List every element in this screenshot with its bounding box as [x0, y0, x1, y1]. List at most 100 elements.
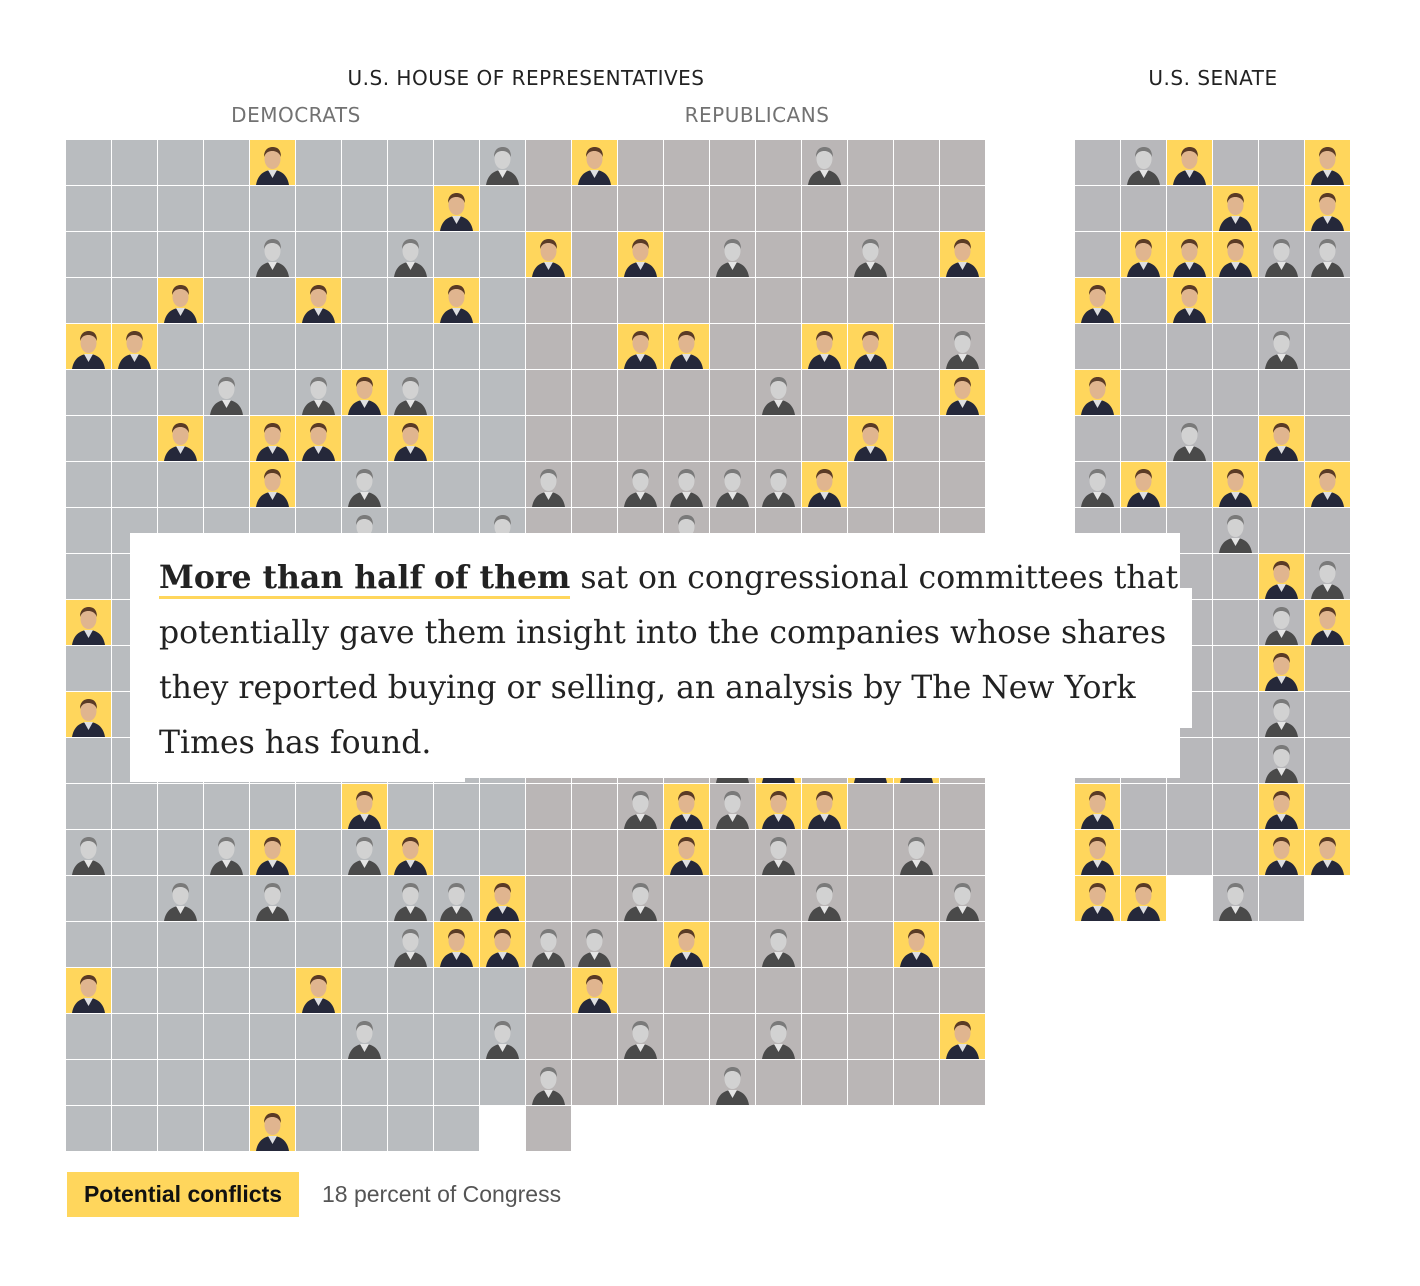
member-cell-conflict — [940, 1014, 985, 1059]
member-cell — [296, 140, 341, 185]
member-cell — [848, 1060, 893, 1105]
member-cell — [342, 232, 387, 277]
member-cell — [66, 1014, 111, 1059]
member-cell — [894, 968, 939, 1013]
member-cell — [342, 278, 387, 323]
member-cell-conflict — [112, 324, 157, 369]
member-cell — [526, 876, 571, 921]
member-cell — [158, 876, 203, 921]
member-cell — [342, 830, 387, 875]
member-cell — [158, 1106, 203, 1151]
member-cell — [342, 324, 387, 369]
member-cell — [572, 232, 617, 277]
member-cell — [1305, 232, 1350, 277]
house-grid — [66, 140, 985, 1151]
legend-note: 18 percent of Congress — [322, 1181, 562, 1207]
member-cell-conflict — [480, 876, 525, 921]
member-cell — [1305, 738, 1350, 783]
member-cell — [940, 462, 985, 507]
member-cell — [480, 1014, 525, 1059]
member-cell — [756, 416, 801, 461]
member-cell — [388, 968, 433, 1013]
member-cell — [894, 324, 939, 369]
member-cell — [388, 1106, 433, 1151]
member-cell — [1213, 646, 1258, 691]
member-cell — [66, 278, 111, 323]
member-cell — [296, 462, 341, 507]
member-cell-conflict — [1213, 186, 1258, 231]
member-cell — [1259, 692, 1304, 737]
member-cell-conflict — [1305, 462, 1350, 507]
member-cell — [710, 462, 755, 507]
member-cell — [710, 278, 755, 323]
member-cell — [1259, 186, 1304, 231]
member-cell — [572, 462, 617, 507]
member-cell — [434, 1106, 479, 1151]
empty-cell — [618, 1106, 663, 1151]
member-cell — [526, 784, 571, 829]
member-cell-conflict — [66, 968, 111, 1013]
member-cell-conflict — [664, 324, 709, 369]
member-cell — [1167, 370, 1212, 415]
member-cell — [1213, 324, 1258, 369]
member-cell — [894, 784, 939, 829]
member-cell — [1167, 416, 1212, 461]
member-cell — [1259, 738, 1304, 783]
member-cell — [1305, 324, 1350, 369]
member-cell — [112, 370, 157, 415]
member-cell-conflict — [1305, 830, 1350, 875]
empty-cell — [848, 1106, 893, 1151]
member-cell-conflict — [756, 784, 801, 829]
member-cell — [1259, 232, 1304, 277]
member-cell-conflict — [434, 186, 479, 231]
member-cell — [66, 830, 111, 875]
member-cell — [66, 1106, 111, 1151]
member-cell-conflict — [1075, 784, 1120, 829]
member-cell — [204, 232, 249, 277]
member-cell — [618, 1060, 663, 1105]
member-cell — [204, 462, 249, 507]
member-cell — [1167, 784, 1212, 829]
member-cell — [388, 922, 433, 967]
member-cell — [204, 968, 249, 1013]
member-cell — [434, 784, 479, 829]
member-cell-conflict — [1259, 416, 1304, 461]
member-cell — [618, 1014, 663, 1059]
member-cell — [710, 922, 755, 967]
member-cell — [618, 922, 663, 967]
member-cell — [158, 968, 203, 1013]
member-cell — [1121, 186, 1166, 231]
member-cell — [480, 186, 525, 231]
member-cell — [848, 278, 893, 323]
member-cell — [388, 1014, 433, 1059]
member-cell — [250, 922, 295, 967]
member-cell — [296, 1106, 341, 1151]
member-cell — [158, 1060, 203, 1105]
member-cell — [480, 830, 525, 875]
member-cell — [112, 462, 157, 507]
member-cell — [664, 416, 709, 461]
member-cell-conflict — [1075, 876, 1120, 921]
member-cell — [342, 140, 387, 185]
member-cell — [1121, 830, 1166, 875]
member-cell-conflict — [66, 692, 111, 737]
member-cell — [802, 1014, 847, 1059]
member-cell — [894, 1060, 939, 1105]
member-cell — [66, 232, 111, 277]
member-cell — [526, 968, 571, 1013]
member-cell — [940, 324, 985, 369]
member-cell — [1213, 692, 1258, 737]
member-cell — [204, 416, 249, 461]
member-cell — [250, 232, 295, 277]
member-cell — [250, 784, 295, 829]
member-cell — [66, 370, 111, 415]
member-cell — [848, 462, 893, 507]
member-cell — [480, 784, 525, 829]
member-cell — [480, 968, 525, 1013]
member-cell — [940, 1060, 985, 1105]
member-cell-conflict — [480, 922, 525, 967]
empty-cell — [572, 1106, 617, 1151]
member-cell — [250, 876, 295, 921]
member-cell — [894, 370, 939, 415]
member-cell — [434, 876, 479, 921]
